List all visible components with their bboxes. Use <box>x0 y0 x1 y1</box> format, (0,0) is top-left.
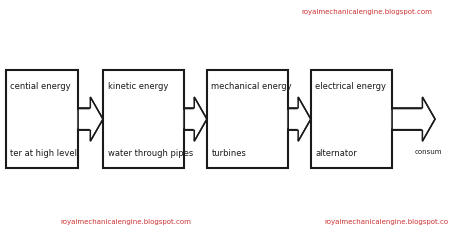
Bar <box>311 70 392 168</box>
Polygon shape <box>288 100 309 138</box>
Polygon shape <box>78 100 101 138</box>
Text: water through pipes: water through pipes <box>108 149 193 158</box>
Bar <box>6 70 78 168</box>
Polygon shape <box>78 97 103 141</box>
Bar <box>207 70 288 168</box>
Text: mechanical energy: mechanical energy <box>211 82 292 91</box>
Text: cential energy: cential energy <box>10 82 71 91</box>
Text: ter at high level: ter at high level <box>10 149 77 158</box>
Bar <box>103 70 184 168</box>
Text: electrical energy: electrical energy <box>315 82 386 91</box>
Polygon shape <box>184 97 207 141</box>
Polygon shape <box>392 100 433 138</box>
Text: alternator: alternator <box>315 149 357 158</box>
Polygon shape <box>288 97 311 141</box>
Text: turbines: turbines <box>211 149 246 158</box>
Text: kinetic energy: kinetic energy <box>108 82 168 91</box>
Polygon shape <box>184 100 205 138</box>
Text: royalmechanicalengine.blogspot.co: royalmechanicalengine.blogspot.co <box>324 218 448 224</box>
Text: consum: consum <box>414 149 442 155</box>
Text: royalmechanicalengine.blogspot.com: royalmechanicalengine.blogspot.com <box>60 218 191 224</box>
Text: royalmechanicalengine.blogspot.com: royalmechanicalengine.blogspot.com <box>302 9 433 15</box>
Polygon shape <box>392 97 435 141</box>
